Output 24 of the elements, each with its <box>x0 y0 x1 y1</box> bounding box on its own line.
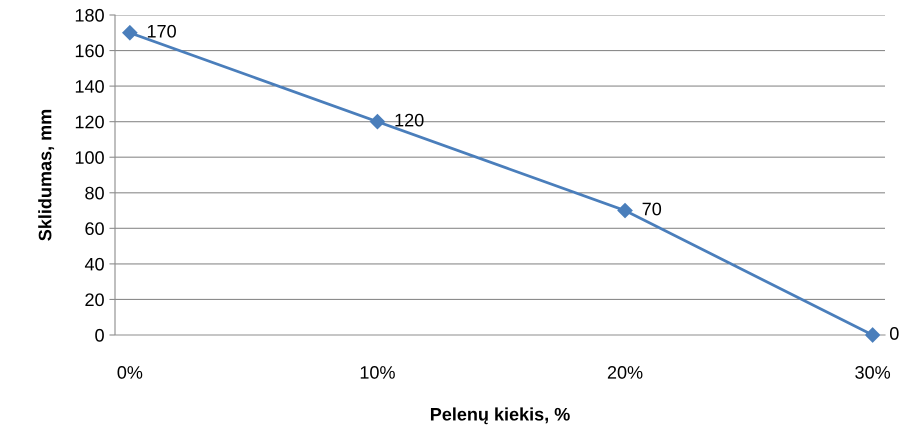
y-tick-label: 0 <box>95 328 104 342</box>
y-tick-label: 140 <box>76 80 104 93</box>
y-tick-label: 120 <box>76 116 104 128</box>
y-tick-label: 60 <box>85 222 104 236</box>
y-tick-label: 100 <box>76 151 104 164</box>
point <box>865 327 880 343</box>
x-tick-label: 10% <box>360 366 395 379</box>
y-tick-label: 40 <box>84 258 104 271</box>
data-label: 170 <box>148 24 176 38</box>
data-label: 0 <box>890 327 899 340</box>
point <box>122 25 138 40</box>
y-axis-title: Sklidumas, mm <box>38 110 54 241</box>
x-tick-label: 0% <box>118 366 142 379</box>
point <box>617 202 633 218</box>
data-label: 70 <box>642 202 662 216</box>
data-label: 120 <box>395 114 424 127</box>
x-axis-title: Pelenų kiekis, % <box>430 407 570 424</box>
point <box>370 114 386 130</box>
y-tick-label: 160 <box>76 44 104 58</box>
y-tick-label: 180 <box>76 8 104 22</box>
y-tick-label: 20 <box>85 293 104 306</box>
x-tick-label: 30% <box>855 366 890 379</box>
y-tick-label: 80 <box>85 186 104 200</box>
x-tick-label: 20% <box>608 366 642 379</box>
